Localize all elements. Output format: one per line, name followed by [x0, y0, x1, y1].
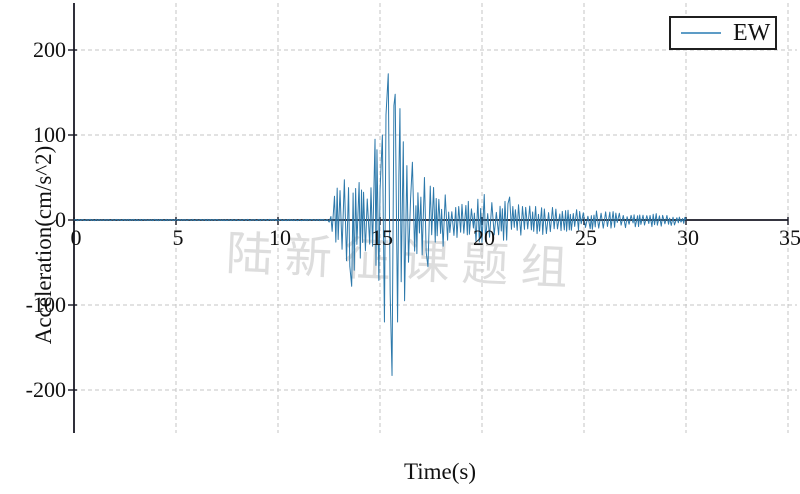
- y-tick-label: -200: [25, 377, 66, 402]
- legend-label-ew: EW: [733, 20, 771, 46]
- x-axis-title: Time(s): [404, 459, 476, 484]
- x-tick-label: 10: [269, 225, 291, 250]
- y-tick-label: -100: [25, 292, 66, 317]
- x-tick-label: 35: [779, 225, 800, 250]
- x-tick-label: 0: [70, 225, 82, 250]
- x-tick-label: 30: [677, 225, 699, 250]
- x-tick-label: 15: [371, 225, 393, 250]
- x-tick-label: 20: [473, 225, 495, 250]
- legend-line-icon: [681, 32, 721, 34]
- legend-box: EW: [669, 16, 777, 50]
- y-tick-label: 200: [33, 37, 66, 62]
- x-tick-label: 5: [172, 225, 184, 250]
- y-tick-label: 100: [33, 122, 66, 147]
- y-tick-label: 0: [55, 207, 66, 232]
- x-tick-label: 25: [575, 225, 597, 250]
- waveform-trace-ew: [73, 73, 687, 377]
